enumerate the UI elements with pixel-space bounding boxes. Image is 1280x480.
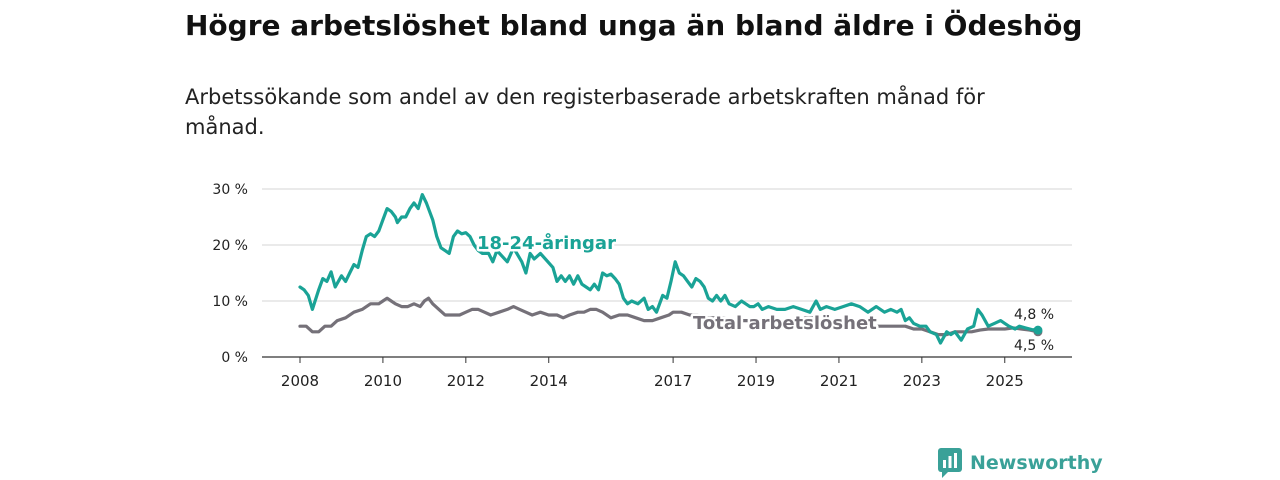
y-tick-label: 0 % <box>221 350 248 366</box>
x-tick-label: 2008 <box>281 372 319 390</box>
x-tick-label: 2023 <box>903 372 941 390</box>
x-tick-label: 2021 <box>820 372 858 390</box>
series-label-youth: 18-24-åringar <box>477 232 616 254</box>
x-tick-label: 2025 <box>986 372 1024 390</box>
end-label-youth-halo: 4,8 % <box>1014 307 1054 323</box>
series-line-youth <box>298 193 1040 345</box>
x-tick-label: 2010 <box>364 372 402 390</box>
newsworthy-brand: Newsworthy <box>938 448 1103 478</box>
x-tick-label: 2012 <box>447 372 485 390</box>
x-tick-label: 2019 <box>737 372 775 390</box>
chart-subtitle: Arbetssökande som andel av den registerb… <box>185 85 985 139</box>
end-label-total-halo: 4,5 % <box>1014 338 1054 354</box>
newsworthy-logo-icon <box>938 448 962 478</box>
y-axis-tick-labels: 0 % 10 % 20 % 30 % <box>212 182 248 366</box>
end-label-youth: 4,8 % <box>1014 307 1054 323</box>
brand-name: Newsworthy <box>970 452 1103 474</box>
series-line-total <box>298 296 1040 337</box>
series-lines <box>298 193 1040 345</box>
y-tick-label: 10 % <box>212 294 248 310</box>
grid-lines <box>262 188 1072 302</box>
x-tick-label: 2014 <box>530 372 568 390</box>
series-label-total-halo: Total arbetslöshet <box>693 313 877 334</box>
y-tick-label: 20 % <box>212 238 248 254</box>
chart-title: Högre arbetslöshet bland unga än bland ä… <box>185 9 1083 42</box>
end-point-youth <box>1033 325 1043 335</box>
series-label-youth-halo: 18-24-åringar <box>477 232 616 254</box>
y-tick-label: 30 % <box>212 182 248 198</box>
x-axis-ticks: 2008 2010 2012 2014 2017 2019 2021 2023 2025 <box>281 357 1024 390</box>
end-label-total: 4,5 % <box>1014 338 1054 354</box>
line-chart: 0 % 10 % 20 % 30 % 2008 2010 2012 2014 2017 2019… <box>212 182 1072 390</box>
x-tick-label: 2017 <box>654 372 692 390</box>
series-label-total: Total arbetslöshet <box>693 313 877 334</box>
